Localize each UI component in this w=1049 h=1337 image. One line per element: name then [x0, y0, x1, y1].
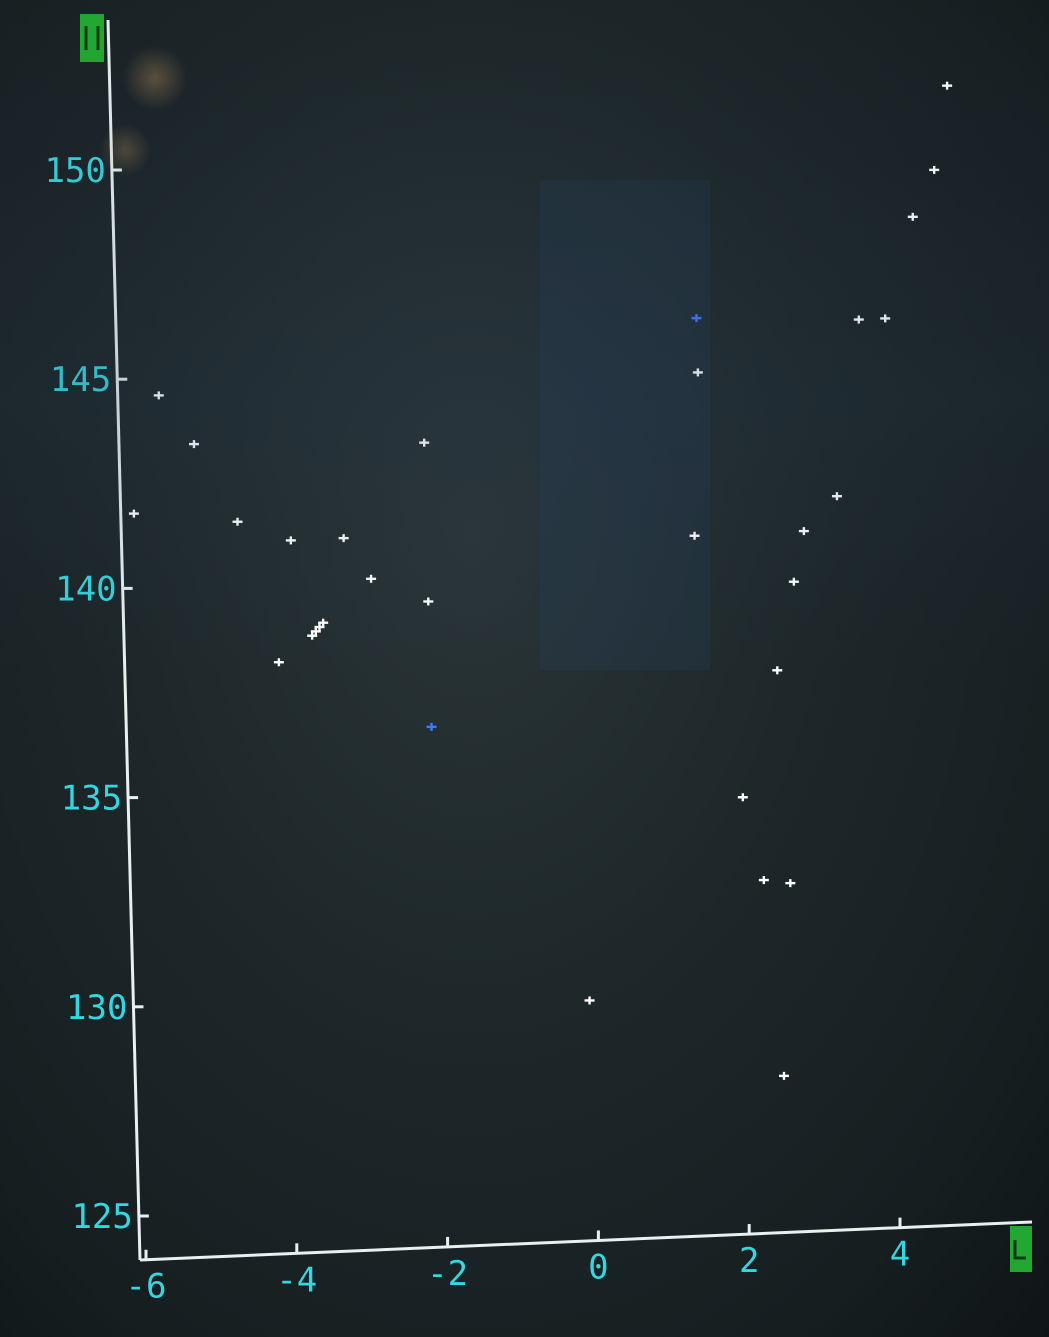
y-axis-line: [106, 19, 142, 1261]
data-point: [737, 793, 748, 802]
data-point: [318, 618, 329, 627]
x-axis-line: [139, 1220, 1033, 1262]
y-axis-marker-box: [80, 14, 104, 62]
data-point: [273, 658, 284, 667]
data-point: [307, 631, 318, 640]
y-tick-label: 130: [66, 988, 127, 1028]
x-axis-marker-box: [1010, 1226, 1032, 1272]
y-tick-label: 150: [44, 151, 105, 191]
highlight-data-point: [691, 314, 702, 323]
data-point: [423, 597, 434, 606]
y-tick-label: 125: [71, 1197, 132, 1237]
data-point: [338, 534, 349, 543]
data-point: [788, 577, 799, 586]
axes: [106, 19, 1033, 1262]
data-point: [798, 527, 809, 536]
data-point: [584, 996, 595, 1005]
data-point: [188, 440, 199, 449]
data-point: [758, 876, 769, 885]
x-tick-label: -6: [126, 1267, 167, 1307]
data-point: [772, 666, 783, 675]
data-point: [785, 879, 796, 888]
x-tick-label: -4: [276, 1260, 317, 1300]
data-point: [929, 165, 940, 174]
x-axis-marker-glyph: [1013, 1240, 1026, 1260]
x-tick-label: 0: [588, 1247, 608, 1287]
x-tick-label: 4: [890, 1235, 910, 1275]
data-point: [853, 315, 864, 324]
data-point: [689, 531, 700, 540]
data-point: [942, 81, 953, 90]
data-point: [310, 627, 321, 636]
x-ticks: -6 -4 -2 0 2 4: [126, 1217, 910, 1307]
y-axis-marker-glyph: [84, 26, 100, 50]
data-point: [778, 1071, 789, 1080]
data-point: [880, 314, 891, 323]
x-tick-label: -2: [427, 1254, 468, 1294]
data-point: [128, 509, 139, 518]
data-point: [419, 438, 430, 447]
y-axis-marker: [80, 14, 104, 62]
data-point: [314, 623, 325, 632]
data-point: [285, 536, 296, 545]
data-point: [153, 391, 164, 400]
y-ticks: 125 130 135 140 145 150: [44, 151, 149, 1237]
y-tick-label: 135: [61, 779, 122, 819]
y-tick-label: 145: [50, 360, 111, 400]
data-point: [907, 212, 918, 221]
data-point: [692, 368, 703, 377]
y-tick-label: 140: [55, 569, 116, 609]
data-point: [831, 492, 842, 501]
x-axis-marker: [1010, 1226, 1032, 1272]
highlight-data-point: [426, 722, 437, 731]
data-point: [232, 517, 243, 526]
data-points: [128, 81, 953, 1080]
data-point: [366, 574, 377, 583]
x-tick-label: 2: [739, 1241, 759, 1281]
